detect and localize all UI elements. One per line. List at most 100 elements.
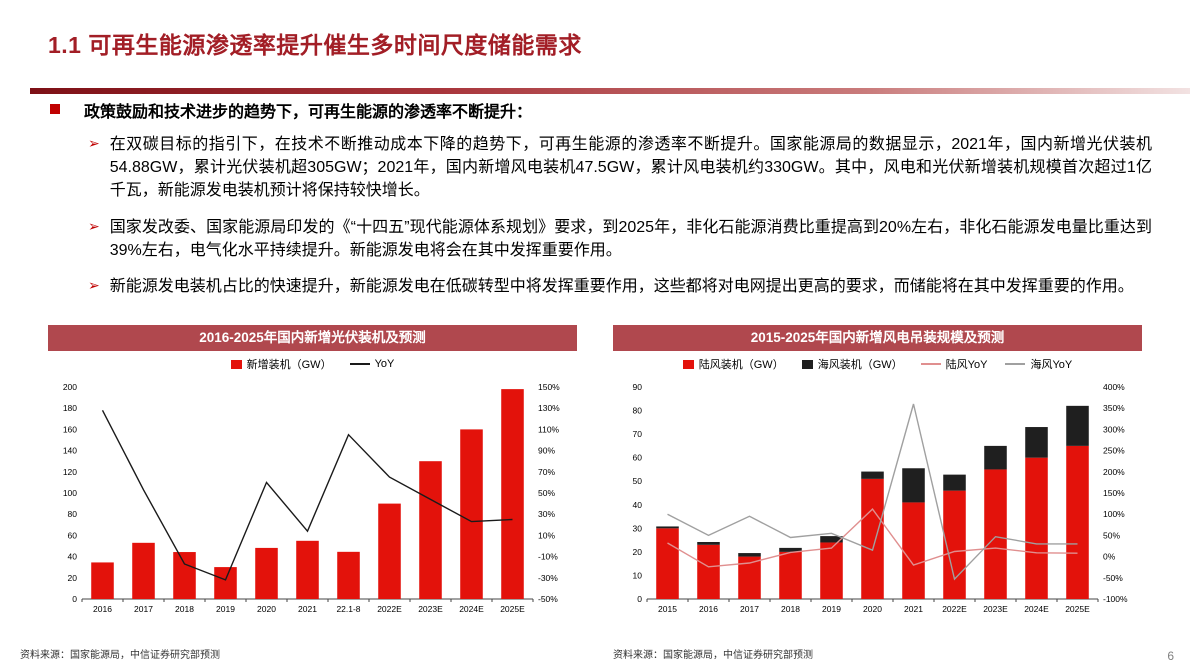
svg-text:150%: 150% — [538, 382, 560, 392]
svg-text:2015: 2015 — [658, 604, 677, 614]
svg-text:0: 0 — [637, 594, 642, 604]
svg-text:200%: 200% — [1103, 467, 1125, 477]
wind-chart-title: 2015-2025年国内新增风电吊装规模及预测 — [613, 325, 1142, 351]
bullet-item: ➢ 在双碳目标的指引下，在技术不断推动成本下降的趋势下，可再生能源的渗透率不断提… — [88, 133, 1152, 203]
svg-text:2023E: 2023E — [418, 604, 443, 614]
svg-text:90: 90 — [633, 382, 643, 392]
svg-text:2025E: 2025E — [1065, 604, 1090, 614]
bullet-square-icon — [50, 104, 60, 114]
svg-text:60: 60 — [633, 453, 643, 463]
legend-label: 陆风装机（GW） — [698, 359, 784, 371]
svg-text:2017: 2017 — [134, 604, 153, 614]
svg-text:90%: 90% — [538, 446, 555, 456]
svg-text:0%: 0% — [1103, 552, 1116, 562]
svg-text:-50%: -50% — [1103, 573, 1123, 583]
svg-text:50%: 50% — [538, 488, 555, 498]
legend-item: YoY — [349, 358, 395, 370]
legend-item: 新增装机（GW） — [230, 356, 332, 372]
svg-text:2019: 2019 — [822, 604, 841, 614]
svg-text:160: 160 — [63, 424, 77, 434]
svg-text:80: 80 — [68, 509, 78, 519]
legend-line-swatch — [1005, 363, 1026, 365]
page-number: 6 — [1167, 649, 1174, 663]
svg-text:50%: 50% — [1103, 530, 1120, 540]
svg-text:-50%: -50% — [538, 594, 558, 604]
svg-text:0: 0 — [72, 594, 77, 604]
pv-chart-panel: 2016-2025年国内新增光伏装机及预测 新增装机（GW） YoY 0 20 40 6… — [48, 325, 577, 625]
svg-text:110%: 110% — [538, 424, 560, 434]
main-bullet: 政策鼓励和技术进步的趋势下，可再生能源的渗透率不断提升： — [48, 98, 1152, 122]
svg-text:2016: 2016 — [699, 604, 718, 614]
svg-text:200: 200 — [63, 382, 77, 392]
svg-text:2020: 2020 — [257, 604, 276, 614]
svg-text:-30%: -30% — [538, 573, 558, 583]
legend-label: 新增装机（GW） — [246, 359, 332, 371]
legend-line-swatch — [349, 363, 370, 365]
wind-chart-panel: 2015-2025年国内新增风电吊装规模及预测 陆风装机（GW） 海风装机（GW）… — [613, 325, 1142, 625]
legend-item: 海风YoY — [1005, 356, 1072, 372]
legend-item: 陆风装机（GW） — [682, 356, 784, 372]
svg-text:40: 40 — [68, 552, 78, 562]
svg-text:80: 80 — [633, 406, 643, 416]
pv-chart-title: 2016-2025年国内新增光伏装机及预测 — [48, 325, 577, 351]
arrow-bullet-icon: ➢ — [88, 276, 100, 293]
svg-text:2025E: 2025E — [500, 604, 525, 614]
svg-text:-10%: -10% — [538, 552, 558, 562]
svg-text:2021: 2021 — [904, 604, 923, 614]
svg-text:22.1-8: 22.1-8 — [336, 604, 360, 614]
svg-text:140: 140 — [63, 446, 77, 456]
svg-text:250%: 250% — [1103, 446, 1125, 456]
svg-text:2022E: 2022E — [942, 604, 967, 614]
svg-text:2017: 2017 — [740, 604, 759, 614]
legend-label: 海风装机（GW） — [817, 359, 903, 371]
bullet-text: 新能源发电装机占比的快速提升，新能源发电在低碳转型中将发挥重要作用，这些都将对电… — [109, 277, 1134, 295]
svg-text:20: 20 — [633, 547, 643, 557]
svg-text:2019: 2019 — [216, 604, 235, 614]
legend-bar-swatch — [230, 359, 242, 369]
svg-text:180: 180 — [63, 403, 77, 413]
svg-text:30: 30 — [633, 523, 643, 533]
svg-text:2020: 2020 — [863, 604, 882, 614]
legend-bar-swatch — [801, 359, 813, 369]
svg-text:2024E: 2024E — [1024, 604, 1049, 614]
svg-text:70: 70 — [633, 429, 643, 439]
bullet-item: ➢ 新能源发电装机占比的快速提升，新能源发电在低碳转型中将发挥重要作用，这些都将… — [88, 275, 1152, 298]
arrow-bullet-icon: ➢ — [88, 217, 100, 234]
pv-chart-legend: 新增装机（GW） YoY — [48, 351, 577, 377]
svg-text:130%: 130% — [538, 403, 560, 413]
svg-text:40: 40 — [633, 500, 643, 510]
legend-bar-swatch — [682, 359, 694, 369]
svg-text:2018: 2018 — [781, 604, 800, 614]
charts-row: 2016-2025年国内新增光伏装机及预测 新增装机（GW） YoY 0 20 40 6… — [48, 325, 1142, 625]
svg-text:120: 120 — [63, 467, 77, 477]
legend-label: YoY — [374, 358, 395, 370]
bullet-item: ➢ 国家发改委、国家能源局印发的《“十四五”现代能源体系规划》要求，到2025年… — [88, 216, 1152, 262]
svg-text:400%: 400% — [1103, 382, 1125, 392]
pv-installations-chart: 0 20 40 60 80 100 120 140 160 180 200 -50% -30% -10% 1… — [63, 382, 560, 614]
legend-item: 陆风YoY — [920, 356, 988, 372]
legend-label: 海风YoY — [1030, 359, 1073, 371]
svg-text:150%: 150% — [1103, 488, 1125, 498]
svg-text:2024E: 2024E — [459, 604, 484, 614]
svg-text:10: 10 — [633, 570, 643, 580]
wind-installations-chart: 0 10 20 30 40 50 60 70 80 90 -100% -50% 0% 50% 100% 150… — [633, 382, 1128, 614]
legend-line-swatch — [920, 363, 941, 365]
svg-text:70%: 70% — [538, 467, 555, 477]
bullet-text: 在双碳目标的指引下，在技术不断推动成本下降的趋势下，可再生能源的渗透率不断提升。… — [109, 136, 1152, 200]
svg-text:-100%: -100% — [1103, 594, 1128, 604]
svg-text:2016: 2016 — [93, 604, 112, 614]
svg-text:2023E: 2023E — [983, 604, 1008, 614]
page-title: 1.1 可再生能源渗透率提升催生多时间尺度储能需求 — [48, 32, 582, 58]
svg-text:100%: 100% — [1103, 509, 1125, 519]
svg-text:2022E: 2022E — [377, 604, 402, 614]
svg-text:100: 100 — [63, 488, 77, 498]
legend-label: 陆风YoY — [945, 359, 988, 371]
svg-text:30%: 30% — [538, 509, 555, 519]
wind-chart-legend: 陆风装机（GW） 海风装机（GW） 陆风YoY 海风YoY — [613, 351, 1142, 377]
svg-text:50: 50 — [633, 476, 643, 486]
bullet-text: 国家发改委、国家能源局印发的《“十四五”现代能源体系规划》要求，到2025年，非… — [109, 218, 1152, 259]
main-bullet-text: 政策鼓励和技术进步的趋势下，可再生能源的渗透率不断提升： — [84, 104, 533, 121]
body-text: 政策鼓励和技术进步的趋势下，可再生能源的渗透率不断提升： ➢ 在双碳目标的指引下… — [48, 98, 1152, 311]
svg-text:60: 60 — [68, 530, 78, 540]
